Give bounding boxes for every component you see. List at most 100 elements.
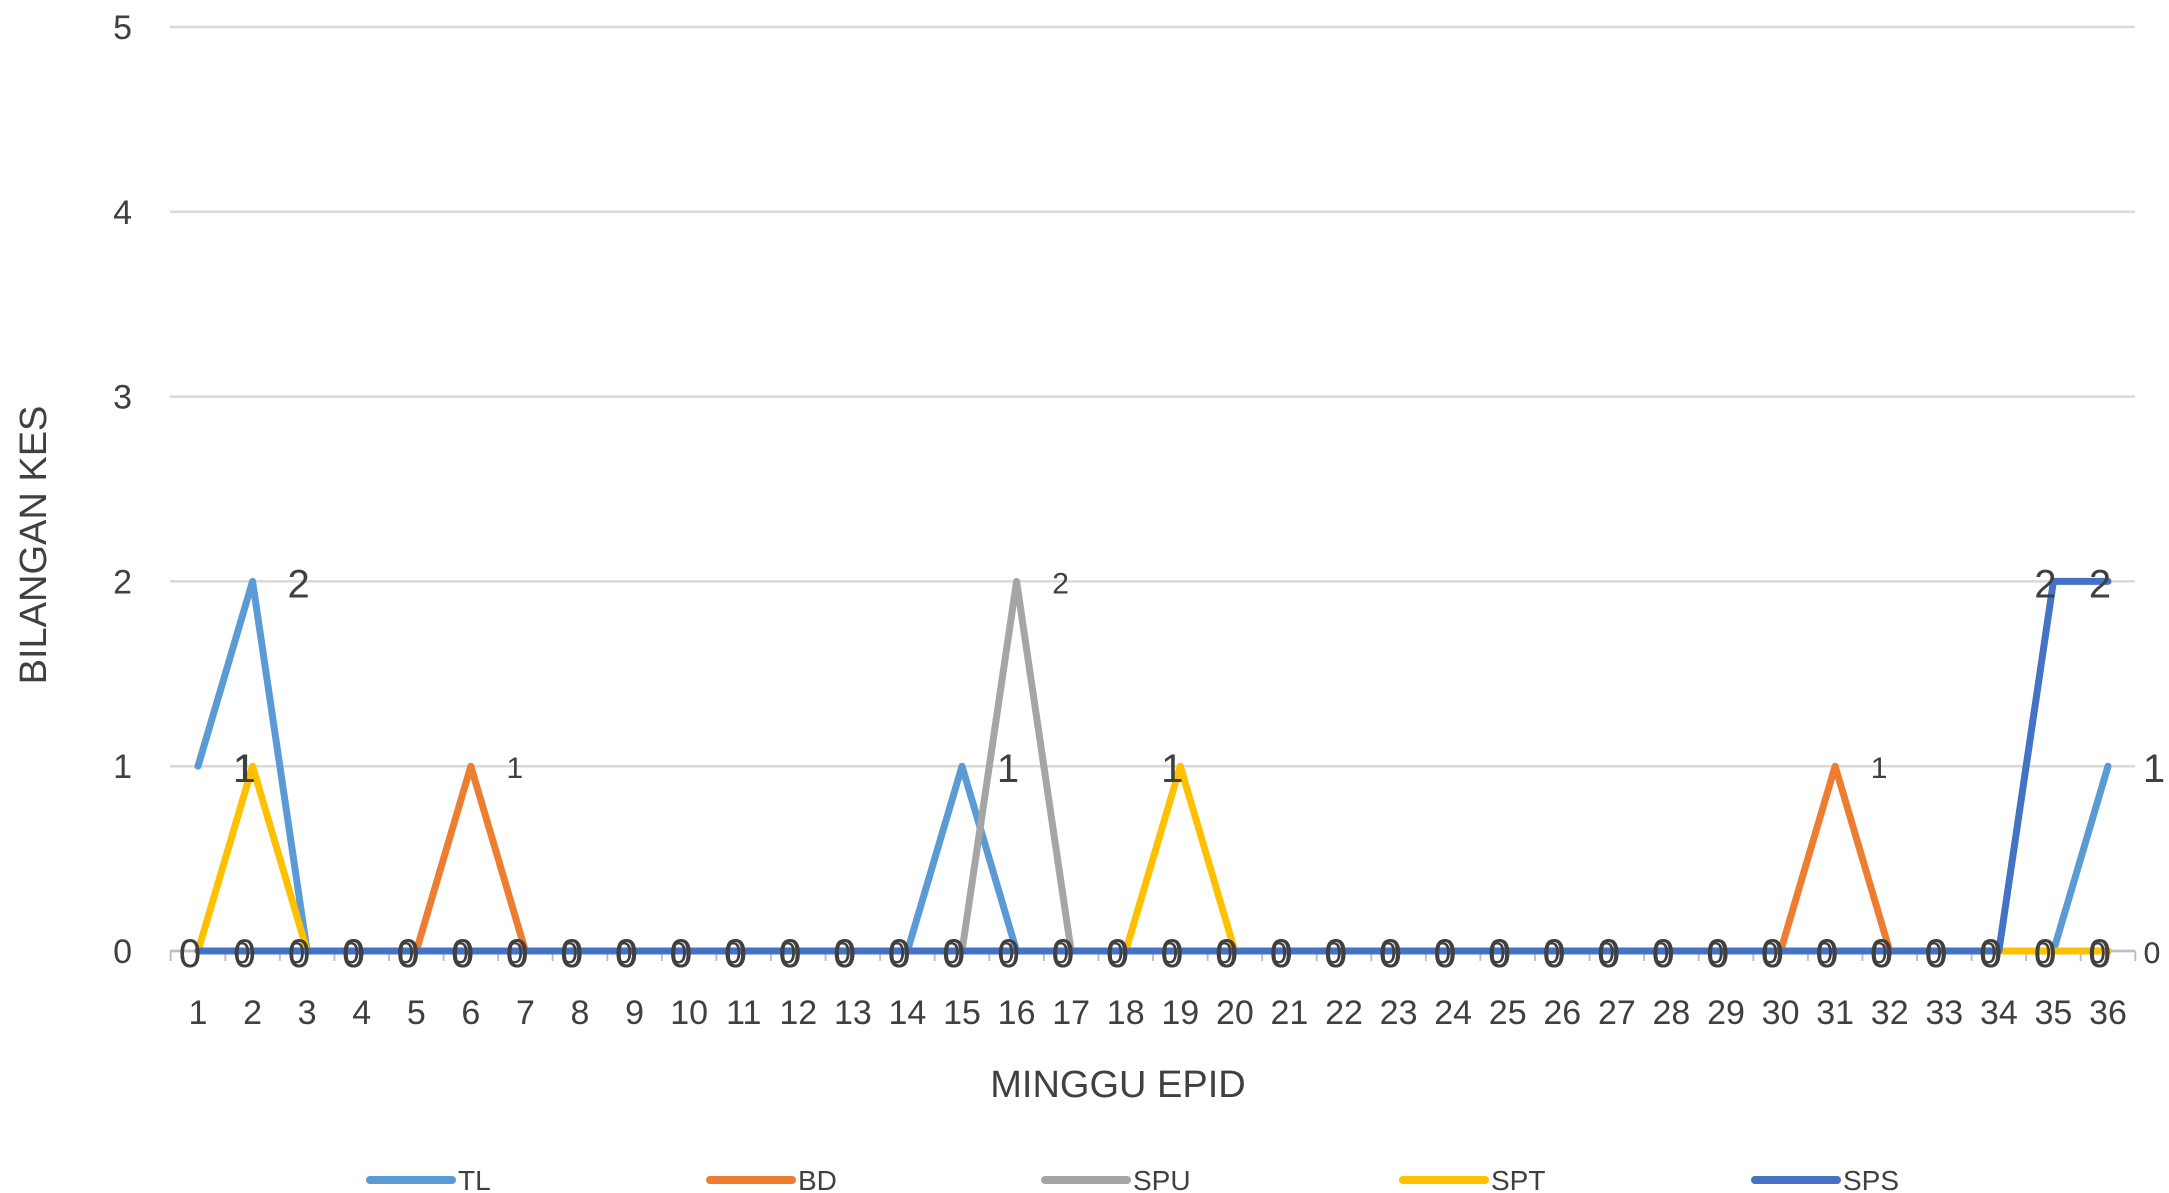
data-label-bd: 0	[343, 937, 360, 970]
y-tick-label: 3	[113, 379, 132, 417]
data-label-bd: 0	[1980, 937, 1997, 970]
data-label-spu: 0	[343, 937, 360, 970]
data-label-tl: 0	[1597, 932, 1619, 976]
x-tick-label: 12	[779, 994, 817, 1032]
data-label-spu: 0	[1653, 937, 1670, 970]
data-label-sps: 0	[288, 932, 310, 976]
data-label-spu: 0	[943, 937, 960, 970]
data-label-bd: 0	[1216, 937, 1233, 970]
data-label-sps: 0	[888, 932, 910, 976]
data-label-tl: 0	[942, 932, 964, 976]
data-label-spu: 0	[1489, 937, 1506, 970]
data-label-tl: 0	[1870, 932, 1892, 976]
data-label-tl: 0	[1652, 932, 1674, 976]
data-label-tl: 0	[1215, 932, 1237, 976]
data-label-spu: 0	[889, 937, 906, 970]
data-label-sps: 2	[2034, 562, 2056, 606]
data-label-spu: 0	[670, 937, 687, 970]
legend-label: SPT	[1491, 1165, 1545, 1193]
data-label-sps: 0	[943, 932, 965, 976]
x-tick-label: 32	[1871, 994, 1909, 1032]
data-label-tl: 0	[669, 932, 691, 976]
data-label-spt: 0	[615, 932, 637, 976]
data-label-bd: 0	[452, 937, 469, 970]
legend-item-sps: SPS	[1751, 1165, 1899, 1193]
x-tick-label: 36	[2089, 994, 2127, 1032]
data-label-sps: 0	[1652, 932, 1674, 976]
data-label-sps: 0	[179, 932, 201, 976]
data-label-spu: 0	[1980, 937, 1997, 970]
data-label-sps: 0	[1707, 932, 1729, 976]
data-label-tl: 0	[1433, 932, 1455, 976]
data-label-tl: 0	[342, 932, 364, 976]
data-label-sps: 0	[834, 932, 856, 976]
x-tick-label: 9	[625, 994, 644, 1032]
data-label-spt: 0	[1379, 932, 1401, 976]
data-label-spt: 0	[1434, 932, 1456, 976]
data-label-bd: 0	[1489, 937, 1506, 970]
legend-label: SPS	[1843, 1165, 1899, 1193]
data-label-tl: 0	[1106, 932, 1128, 976]
data-label-bd: 0	[943, 937, 960, 970]
data-label-bd: 0	[2144, 937, 2161, 970]
data-label-bd: 0	[1543, 937, 1560, 970]
data-label-spt: 0	[779, 932, 801, 976]
x-tick-label: 13	[834, 994, 872, 1032]
data-label-sps: 0	[779, 932, 801, 976]
data-label-tl: 0	[1979, 932, 2001, 976]
legend-item-tl: TL	[366, 1165, 491, 1193]
data-label-spt: 0	[1216, 932, 1238, 976]
data-label-tl: 0	[1543, 932, 1565, 976]
data-label-spt: 0	[1543, 932, 1565, 976]
data-label-spt: 0	[2034, 932, 2056, 976]
data-label-bd: 0	[234, 937, 251, 970]
data-label-sps: 0	[725, 932, 747, 976]
x-tick-label: 1	[189, 994, 208, 1032]
data-label-spu: 0	[1271, 937, 1288, 970]
data-label-spt: 0	[1871, 932, 1893, 976]
data-label-tl: 0	[397, 932, 419, 976]
x-tick-label: 35	[2035, 994, 2073, 1032]
data-label-sps: 0	[1216, 932, 1238, 976]
data-label-spt: 0	[1652, 932, 1674, 976]
data-label-bd: 1	[507, 752, 524, 785]
data-label-spu: 0	[2035, 937, 2052, 970]
series-line-sps	[194, 577, 2112, 955]
data-label-spt: 0	[1980, 932, 2002, 976]
data-label-tl: 0	[560, 932, 582, 976]
data-label-spt: 0	[670, 932, 692, 976]
data-label-tl: 0	[1379, 932, 1401, 976]
data-label-spt: 0	[1270, 932, 1292, 976]
data-label-tl: 0	[888, 932, 910, 976]
data-label-spu: 0	[1707, 937, 1724, 970]
data-label-spt: 0	[288, 932, 310, 976]
data-label-spu: 0	[998, 937, 1015, 970]
x-tick-label: 20	[1216, 994, 1254, 1032]
data-label-sps: 0	[1270, 932, 1292, 976]
data-label-spu: 0	[1925, 937, 1942, 970]
data-label-spu: 0	[288, 937, 305, 970]
data-label-bd: 0	[670, 937, 687, 970]
data-label-tl: 0	[833, 932, 855, 976]
legend-label: TL	[458, 1165, 491, 1193]
data-label-tl: 0	[1488, 932, 1510, 976]
data-label-spu: 0	[1598, 937, 1615, 970]
data-label-spt: 0	[1107, 932, 1129, 976]
data-label-sps: 0	[1052, 932, 1074, 976]
x-tick-label: 2	[243, 994, 262, 1032]
x-tick-label: 22	[1325, 994, 1363, 1032]
data-label-spt: 1	[233, 747, 255, 791]
data-label-sps: 0	[1980, 932, 2002, 976]
data-label-spu: 0	[1325, 937, 1342, 970]
x-tick-label: 7	[516, 994, 535, 1032]
gridlines	[169, 25, 2137, 961]
data-label-spt: 0	[561, 932, 583, 976]
legend: TL BD SPU SPT SPS	[366, 1165, 1899, 1193]
data-label-tl: 0	[506, 932, 528, 976]
data-label-spu: 0	[1816, 937, 1833, 970]
data-label-bd: 0	[397, 937, 414, 970]
data-label-tl: 0	[2034, 932, 2056, 976]
x-axis-title: MINGGU EPID	[990, 1064, 1245, 1106]
data-label-sps: 0	[1761, 932, 1783, 976]
